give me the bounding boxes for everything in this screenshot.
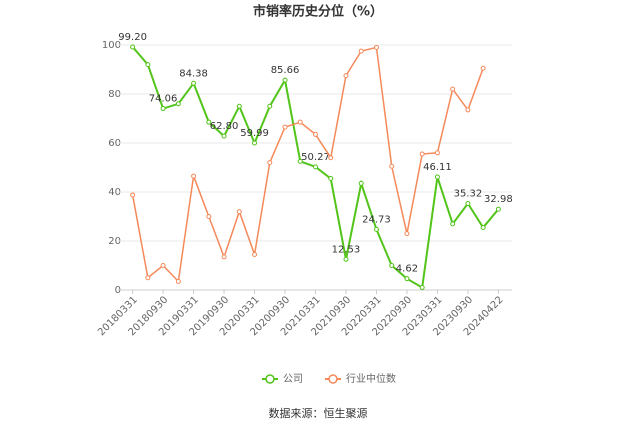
point (434, 150, 440, 156)
value-label: 4.62 (396, 264, 418, 275)
point (297, 119, 303, 125)
value-label: 50.27 (301, 152, 330, 163)
y-tick-label: 80 (108, 89, 121, 100)
y-tick-label: 60 (108, 138, 121, 149)
point (191, 173, 197, 179)
point (130, 192, 136, 198)
point (404, 276, 410, 282)
value-label: 24.73 (362, 214, 391, 225)
legend-marker (328, 374, 338, 384)
value-label: 74.06 (149, 94, 178, 105)
y-tick-label: 40 (108, 187, 121, 198)
point (434, 174, 440, 180)
point (480, 65, 486, 71)
value-label: 35.32 (454, 188, 483, 199)
value-label: 32.98 (484, 194, 513, 205)
point (358, 180, 364, 186)
chart-title: 市销率历史分位（%） (253, 4, 383, 20)
point (145, 275, 151, 281)
point (480, 225, 486, 231)
y-tick-label: 0 (115, 285, 121, 296)
point (404, 231, 410, 237)
point (465, 107, 471, 113)
point (252, 251, 258, 257)
point (495, 206, 501, 212)
value-label: 59.99 (240, 128, 269, 139)
value-label: 85.66 (271, 65, 300, 76)
point (267, 160, 273, 166)
value-label: 62.80 (210, 121, 239, 132)
point (206, 119, 212, 125)
point (389, 263, 395, 268)
point (236, 209, 242, 215)
point (175, 101, 181, 107)
value-label: 12.53 (332, 244, 361, 255)
point (450, 221, 456, 227)
point (252, 140, 258, 146)
source: 数据来源：恒生聚源 (269, 406, 368, 420)
point (358, 48, 364, 54)
value-label: 46.11 (423, 162, 452, 173)
point (175, 278, 181, 284)
point (419, 151, 425, 157)
point (465, 200, 471, 206)
point (450, 86, 456, 92)
point (236, 103, 242, 109)
point (313, 131, 318, 137)
point (191, 80, 197, 86)
legend-label: 行业中位数 (346, 372, 396, 385)
point (343, 256, 349, 262)
value-label: 99.20 (118, 32, 147, 43)
point (221, 254, 227, 260)
point (145, 62, 151, 68)
point (419, 285, 425, 291)
point (373, 44, 379, 50)
point (282, 124, 288, 130)
point (297, 158, 303, 164)
point (221, 133, 227, 139)
point (282, 77, 288, 83)
series-line (131, 46, 484, 284)
legend-marker (265, 374, 275, 384)
y-tick-label: 100 (102, 40, 121, 51)
legend-label: 公司 (283, 374, 303, 385)
point (206, 214, 212, 219)
point (160, 263, 166, 268)
point (373, 226, 379, 232)
point (267, 103, 273, 109)
point (328, 155, 334, 161)
y-tick-label: 20 (108, 236, 121, 247)
point (130, 44, 136, 50)
value-label: 84.38 (179, 68, 208, 79)
point (313, 164, 318, 170)
point (328, 176, 334, 182)
point (160, 106, 166, 112)
point (389, 163, 395, 169)
point (343, 73, 349, 79)
